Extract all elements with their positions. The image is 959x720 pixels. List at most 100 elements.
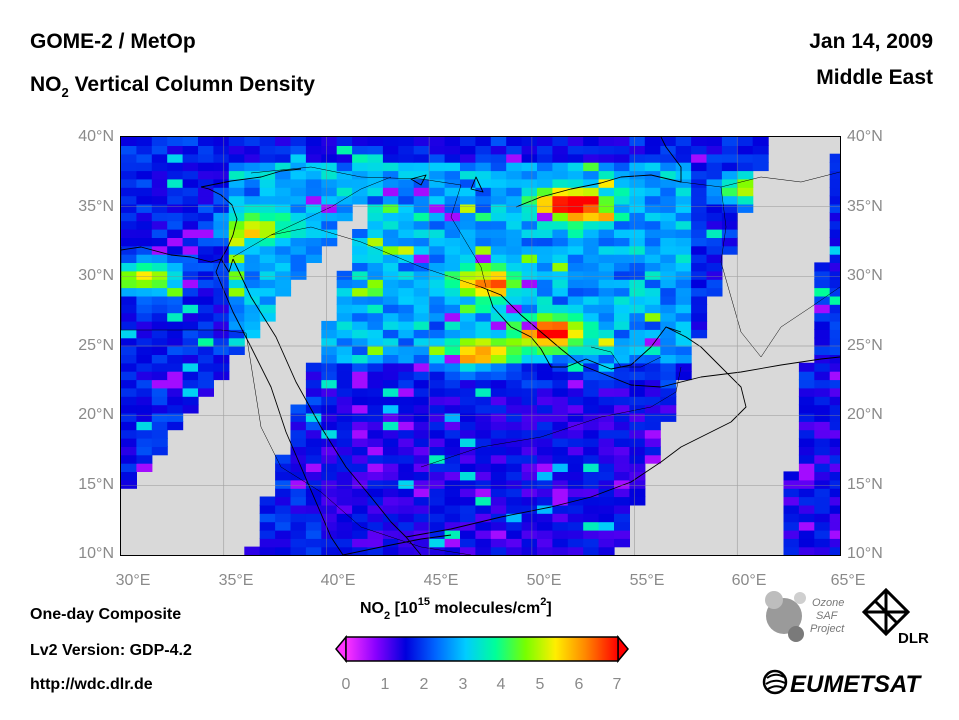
no2-pixel: [583, 538, 600, 548]
lon-tick: 65°E: [830, 572, 866, 589]
no2-pixel: [151, 320, 168, 330]
no2-pixel: [460, 421, 476, 431]
no2-pixel: [598, 488, 615, 498]
no2-pixel: [198, 279, 214, 289]
no2-pixel: [398, 371, 415, 381]
no2-pixel: [475, 496, 492, 506]
no2-pixel: [382, 187, 399, 197]
no2-pixel: [552, 479, 569, 489]
no2-pixel: [521, 254, 538, 263]
no2-pixel: [506, 245, 523, 255]
no2-pixel: [413, 329, 430, 339]
no2-pixel: [506, 396, 523, 406]
no2-pixel: [552, 270, 569, 280]
no2-pixel: [121, 379, 137, 389]
no2-pixel: [598, 153, 615, 163]
no2-pixel: [567, 304, 584, 314]
no2-pixel: [444, 195, 461, 205]
no2-pixel: [290, 137, 307, 146]
no2-pixel: [321, 529, 338, 539]
no2-pixel: [352, 254, 369, 263]
no2-pixel: [752, 145, 769, 155]
no2-pixel: [644, 446, 661, 456]
no2-pixel: [429, 203, 446, 213]
no2-pixel: [228, 287, 245, 297]
no2-pixel: [537, 287, 553, 297]
no2-pixel: [151, 371, 168, 381]
no2-pixel: [798, 379, 815, 389]
no2-pixel: [583, 346, 600, 355]
no2-pixel: [567, 421, 584, 431]
no2-pixel: [305, 203, 322, 213]
no2-pixel: [506, 195, 523, 205]
no2-pixel: [305, 529, 322, 539]
no2-pixel: [598, 463, 615, 472]
no2-pixel: [352, 346, 369, 355]
no2-pixel: [614, 320, 630, 330]
no2-pixel: [259, 538, 276, 548]
no2-pixel: [382, 454, 399, 464]
no2-pixel: [567, 187, 584, 197]
no2-pixel: [305, 371, 322, 381]
no2-pixel: [151, 270, 168, 280]
no2-pixel: [614, 287, 630, 297]
no2-pixel: [629, 229, 646, 238]
no2-pixel: [136, 371, 153, 381]
no2-pixel: [213, 187, 230, 197]
no2-pixel: [614, 162, 630, 172]
no2-pixel: [583, 229, 600, 238]
colorbar-title: NO2 [1015 molecules/cm2]: [360, 596, 552, 622]
no2-pixel: [398, 187, 415, 197]
no2-pixel: [521, 446, 538, 456]
no2-pixel: [336, 387, 353, 397]
no2-pixel: [198, 379, 214, 389]
no2-pixel: [321, 454, 338, 464]
no2-pixel: [829, 312, 840, 322]
url-link[interactable]: http://wdc.dlr.de: [30, 676, 153, 693]
date-label: Jan 14, 2009: [809, 30, 933, 53]
no2-pixel: [336, 412, 353, 422]
no2-pixel: [413, 387, 430, 397]
no2-pixel: [506, 203, 523, 213]
no2-pixel: [429, 429, 446, 439]
no2-pixel: [598, 346, 615, 355]
no2-pixel: [675, 245, 692, 255]
no2-pixel: [798, 371, 815, 381]
lon-tick: 50°E: [526, 572, 562, 589]
no2-pixel: [398, 379, 415, 389]
no2-pixel: [506, 496, 523, 506]
no2-pixel: [398, 479, 415, 489]
no2-pixel: [829, 229, 840, 238]
eumetsat-logo: EUMETSAT: [762, 669, 923, 698]
no2-pixel: [691, 304, 708, 314]
no2-pixel: [583, 329, 600, 339]
no2-pixel: [814, 312, 831, 322]
no2-pixel: [321, 521, 338, 531]
no2-pixel: [167, 412, 184, 422]
no2-pixel: [521, 496, 538, 506]
no2-pixel: [552, 262, 569, 272]
no2-pixel: [367, 471, 384, 481]
no2-pixel: [321, 329, 338, 339]
no2-pixel: [228, 245, 245, 255]
no2-pixel: [691, 329, 708, 339]
no2-pixel: [413, 287, 430, 297]
no2-pixel: [490, 287, 507, 297]
no2-pixel: [429, 438, 446, 447]
no2-pixel: [814, 513, 831, 523]
no2-pixel: [444, 438, 461, 447]
lon-tick: 40°E: [320, 572, 356, 589]
no2-pixel: [213, 229, 230, 238]
no2-pixel: [460, 496, 476, 506]
no2-pixel: [367, 412, 384, 422]
no2-pixel: [382, 438, 399, 447]
no2-pixel: [460, 187, 476, 197]
no2-pixel: [814, 287, 831, 297]
no2-pixel: [228, 229, 245, 238]
no2-pixel: [198, 320, 214, 330]
no2-pixel: [644, 421, 661, 431]
no2-pixel: [475, 504, 492, 514]
no2-pixel: [321, 362, 338, 372]
no2-pixel: [521, 245, 538, 255]
no2-pixel: [537, 529, 553, 539]
